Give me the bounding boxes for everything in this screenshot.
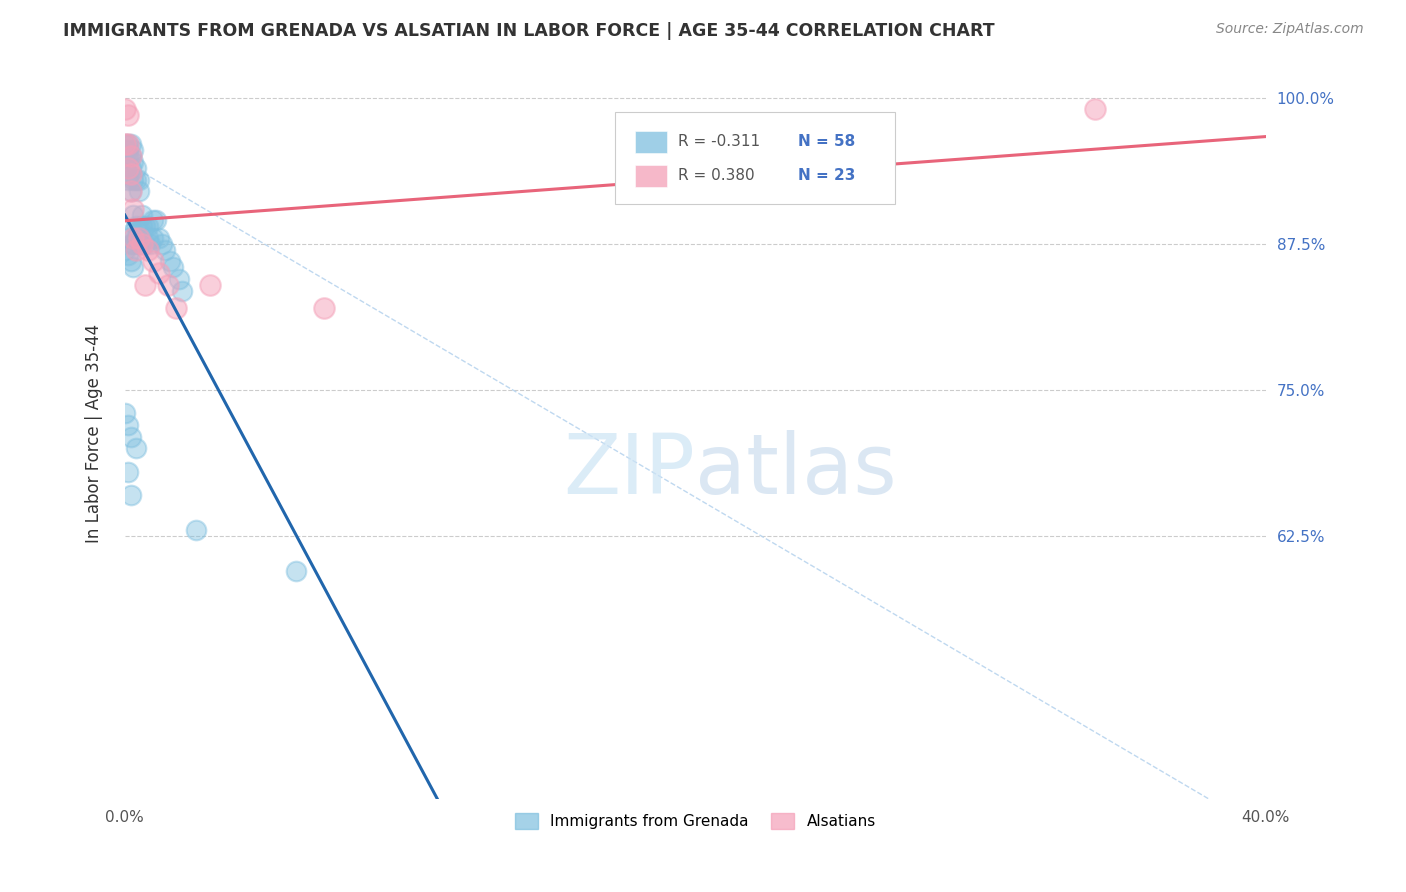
- Point: [142, 213, 165, 227]
- Point: [120, 254, 142, 268]
- Point: [148, 231, 170, 245]
- Point: [114, 144, 136, 158]
- Point: [120, 149, 142, 163]
- Point: [159, 254, 181, 268]
- Point: [120, 236, 142, 251]
- Point: [139, 236, 162, 251]
- Point: [128, 231, 150, 245]
- Point: [117, 161, 139, 175]
- Point: [120, 429, 142, 443]
- Point: [148, 266, 170, 280]
- Point: [142, 254, 165, 268]
- Point: [114, 137, 136, 152]
- Point: [114, 137, 136, 152]
- Point: [122, 172, 145, 186]
- Point: [122, 236, 145, 251]
- Point: [114, 161, 136, 175]
- Point: [150, 236, 173, 251]
- Point: [1083, 103, 1105, 117]
- Point: [170, 284, 193, 298]
- Point: [114, 103, 136, 117]
- Point: [142, 231, 165, 245]
- Point: [131, 236, 153, 251]
- Point: [122, 144, 145, 158]
- Point: [162, 260, 184, 275]
- FancyBboxPatch shape: [616, 112, 894, 203]
- Text: IMMIGRANTS FROM GRENADA VS ALSATIAN IN LABOR FORCE | AGE 35-44 CORRELATION CHART: IMMIGRANTS FROM GRENADA VS ALSATIAN IN L…: [63, 22, 995, 40]
- Point: [117, 108, 139, 122]
- Text: atlas: atlas: [695, 430, 897, 511]
- Y-axis label: In Labor Force | Age 35-44: In Labor Force | Age 35-44: [86, 324, 103, 543]
- Text: R = 0.380: R = 0.380: [678, 169, 755, 184]
- Point: [136, 219, 159, 234]
- Point: [114, 243, 136, 257]
- Point: [153, 243, 176, 257]
- Point: [165, 301, 187, 315]
- Point: [125, 243, 148, 257]
- Bar: [634, 165, 666, 186]
- Point: [125, 219, 148, 234]
- Point: [125, 231, 148, 245]
- Point: [117, 172, 139, 186]
- Text: ZIP: ZIP: [564, 430, 695, 511]
- Point: [145, 213, 167, 227]
- Point: [120, 137, 142, 152]
- Point: [120, 184, 142, 198]
- Point: [114, 406, 136, 420]
- Point: [120, 149, 142, 163]
- Point: [125, 161, 148, 175]
- Point: [117, 231, 139, 245]
- Legend: Immigrants from Grenada, Alsatians: Immigrants from Grenada, Alsatians: [509, 806, 882, 835]
- Point: [122, 155, 145, 169]
- Text: Source: ZipAtlas.com: Source: ZipAtlas.com: [1216, 22, 1364, 37]
- Point: [128, 172, 150, 186]
- Point: [122, 202, 145, 216]
- Point: [120, 488, 142, 502]
- Point: [134, 236, 156, 251]
- Text: N = 58: N = 58: [799, 134, 855, 149]
- Text: N = 23: N = 23: [799, 169, 855, 184]
- Point: [117, 248, 139, 262]
- Point: [120, 184, 142, 198]
- Bar: [634, 130, 666, 153]
- Point: [200, 277, 222, 292]
- Point: [117, 149, 139, 163]
- Point: [117, 137, 139, 152]
- Point: [136, 231, 159, 245]
- Text: R = -0.311: R = -0.311: [678, 134, 761, 149]
- Point: [128, 184, 150, 198]
- Point: [122, 260, 145, 275]
- Point: [120, 167, 142, 181]
- Point: [314, 301, 336, 315]
- Point: [125, 442, 148, 456]
- Point: [125, 172, 148, 186]
- Point: [117, 465, 139, 479]
- Point: [128, 236, 150, 251]
- Point: [117, 417, 139, 432]
- Point: [122, 231, 145, 245]
- Point: [117, 144, 139, 158]
- Point: [131, 219, 153, 234]
- Point: [117, 167, 139, 181]
- Point: [134, 277, 156, 292]
- Point: [122, 225, 145, 239]
- Point: [134, 219, 156, 234]
- Point: [167, 272, 190, 286]
- Point: [117, 137, 139, 152]
- Point: [120, 161, 142, 175]
- Point: [156, 277, 179, 292]
- Point: [184, 523, 207, 537]
- Point: [136, 243, 159, 257]
- Point: [131, 236, 153, 251]
- Point: [131, 208, 153, 222]
- Point: [122, 208, 145, 222]
- Point: [128, 225, 150, 239]
- Point: [284, 564, 307, 578]
